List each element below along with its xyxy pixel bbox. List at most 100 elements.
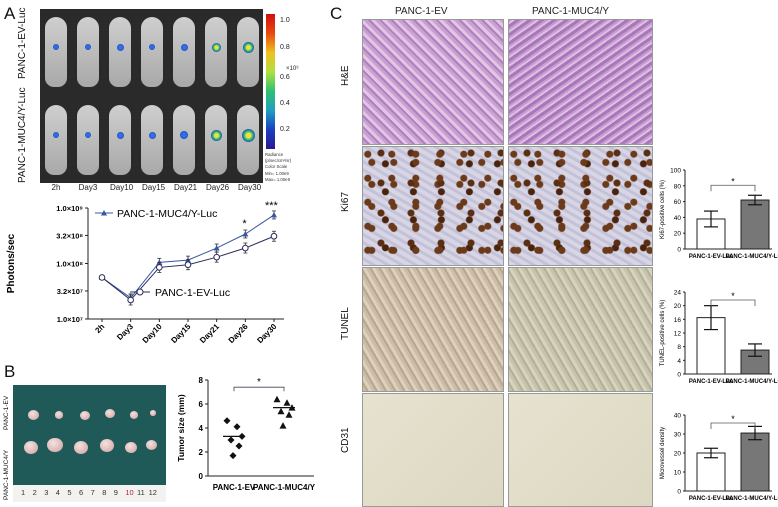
significance-bracket [710, 299, 756, 306]
luminescence-signal [85, 132, 91, 138]
legend-label: PANC-1-EV-Luc [155, 287, 230, 299]
ruler-number: 9 [113, 488, 118, 497]
tumor-specimen [99, 438, 115, 452]
x-tick-label: Day21 [198, 322, 221, 345]
x-tick-label: PANC-1-EV [213, 483, 256, 492]
colorbar-legend-line: Max= 1.00e9 [265, 176, 290, 182]
timepoint-label: Day3 [78, 183, 98, 192]
mouse-body [109, 17, 131, 87]
tumor-specimen [129, 411, 139, 419]
data-point [279, 422, 287, 429]
data-point [270, 232, 278, 240]
luminescence-signal [241, 128, 255, 142]
data-point [229, 452, 237, 460]
y-tick-label: 40 [674, 413, 682, 420]
colorbar-tick-2: 0.8 [280, 44, 290, 51]
significance-bracket [710, 184, 756, 192]
significance-mark: *** [265, 200, 279, 212]
y-tick-label: 20 [674, 303, 682, 310]
panel-letter-a: A [4, 4, 16, 23]
bioluminescence-image-grid [40, 9, 263, 183]
data-point [285, 411, 293, 418]
row-label-cd31: CD31 [340, 427, 351, 453]
ruler-number: 7 [90, 488, 95, 497]
y-tick-label: 60 [674, 199, 682, 206]
significance-mark: * [731, 176, 735, 186]
mouse-body [77, 17, 99, 87]
mouse-body [173, 17, 195, 87]
row-label-muc4y-luc: PANC-1-MUC4/Y-Luc [17, 87, 28, 183]
ruler-number: 11 [137, 488, 145, 497]
ruler-number: 3 [44, 488, 49, 497]
y-axis-label: Photons/sec [6, 233, 17, 293]
mouse-body [109, 105, 131, 175]
colorbar-legend-line: (p/sec/cm²/sr) [265, 158, 292, 164]
timepoint-label: Day30 [238, 183, 262, 192]
y-tick-label: 0 [677, 247, 681, 254]
mouse-body [205, 17, 227, 87]
luminescence-signal [242, 41, 254, 53]
data-point [242, 231, 249, 237]
y-tick-label: 0 [677, 489, 681, 496]
mouse-image [200, 9, 232, 93]
data-point [156, 264, 163, 271]
tumor-specimen [73, 440, 89, 454]
bar [740, 199, 770, 250]
y-tick-label: 1.0×10⁸ [56, 260, 83, 269]
colorbar-tick-3: 0.6 [280, 74, 290, 81]
data-point [283, 399, 291, 406]
x-tick-label: PANC-1-MUC4/Y-Luc [726, 379, 778, 385]
mouse-body [45, 17, 67, 87]
data-point [213, 245, 220, 251]
timepoint-label: Day10 [110, 183, 134, 192]
colorbar-tick-4: 0.4 [280, 100, 290, 107]
tumor-size-scatter-plot: 8 6 4 2 0 Tumor size (mm) PANC-1-EVPANC-1-MUC4… [176, 376, 316, 492]
y-tick-label: 0 [199, 472, 204, 481]
tumor-specimens [13, 385, 166, 485]
data-point [233, 423, 241, 431]
ruler-number: 6 [79, 488, 84, 497]
ruler-number: 12 [148, 488, 157, 497]
data-point [184, 261, 192, 269]
ruler-number: 10 [125, 488, 134, 497]
timepoint-labels: 2h Day3 Day10 Day15 Day21 Day26 Day30 [40, 183, 263, 195]
y-tick-label: 3.2×10⁸ [56, 231, 83, 240]
data-point [273, 395, 281, 403]
y-tick-label: 1.0×10⁷ [57, 315, 83, 324]
mouse-body [77, 105, 99, 175]
tumor-specimen [105, 408, 115, 418]
y-axis-label: Microvessel density [660, 427, 666, 479]
colorbar-legend-line: Min= 1.00e9 [265, 170, 289, 176]
mouse-body [45, 105, 67, 175]
y-tick-label: 0 [677, 372, 681, 379]
mouse-image [40, 9, 72, 93]
luminescence-signal [211, 42, 221, 52]
ruler-number: 2 [32, 488, 37, 497]
mouse-image [72, 97, 104, 183]
timepoint-label: Day15 [142, 183, 166, 192]
legend-marker [136, 288, 144, 296]
luminescence-signal [53, 132, 59, 138]
row-label-he: H&E [340, 65, 351, 86]
luminescence-signal [149, 44, 155, 50]
significance-mark: * [731, 414, 735, 424]
column-header-muc4y: PANC-1-MUC4/Y [532, 6, 610, 17]
mice-row-muc4y [40, 97, 263, 183]
y-tick-label: 40 [674, 215, 682, 222]
luminescence-signal [180, 43, 188, 51]
luminescence-signal [180, 131, 188, 139]
column-header-ev: PANC-1-EV [395, 6, 448, 17]
x-tick-label: Day30 [255, 322, 278, 345]
y-tick-label: 30 [674, 432, 682, 439]
y-tick-label: 1.0×10⁹ [56, 204, 83, 213]
micrograph-cd31-ev [362, 393, 504, 507]
mouse-image [104, 9, 136, 93]
y-tick-label: 24 [674, 290, 682, 297]
x-tick-label: Day10 [141, 322, 164, 345]
x-tick-label: PANC-1-MUC4/Y-Luc [726, 496, 778, 502]
photon-flux-line-chart: 1.0×10⁹ 3.2×10⁸ 1.0×10⁸ 3.2×10⁷ 1.0×10⁷ 2h Day… [6, 200, 284, 345]
y-tick-label: 6 [199, 400, 204, 409]
data-point [242, 244, 249, 252]
mouse-image [40, 97, 72, 183]
mouse-image [200, 97, 232, 183]
